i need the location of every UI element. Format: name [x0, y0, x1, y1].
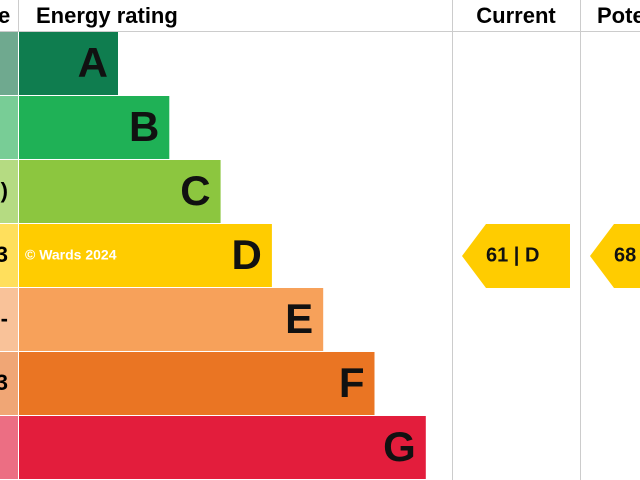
band-letter: B [129, 103, 159, 150]
header-title: Energy rating [36, 3, 178, 28]
watermark: © Wards 2024 [25, 247, 117, 263]
band-side [0, 96, 18, 159]
band-letter: A [78, 39, 108, 86]
band-bar [19, 160, 221, 223]
band-side [0, 224, 18, 287]
potential-rating [590, 224, 640, 288]
header-left: e [0, 3, 10, 28]
band-letter: D [232, 231, 262, 278]
potential-rating-label: 68 [614, 244, 636, 266]
band-side [0, 160, 18, 223]
band-bar [19, 32, 118, 95]
header-potential: Potential [597, 3, 640, 28]
band-side [0, 32, 18, 95]
band-side-text: 3 [0, 370, 8, 395]
band-bar [19, 352, 375, 415]
band-letter: C [180, 167, 210, 214]
band-bar [19, 224, 272, 287]
band-bar [19, 288, 324, 351]
band-side [0, 352, 18, 415]
band-side-text: 3 [0, 242, 8, 267]
band-side [0, 416, 18, 479]
band-letter: F [339, 359, 365, 406]
header-current: Current [476, 3, 556, 28]
band-letter: E [285, 295, 313, 342]
current-rating [462, 224, 570, 288]
band-bar [19, 96, 170, 159]
band-letter: G [383, 423, 416, 470]
band-side-text: - [1, 306, 8, 331]
band-bar [19, 416, 426, 479]
band-side-text: ) [1, 178, 8, 203]
current-rating-label: 61 | D [486, 244, 539, 266]
band-side [0, 288, 18, 351]
